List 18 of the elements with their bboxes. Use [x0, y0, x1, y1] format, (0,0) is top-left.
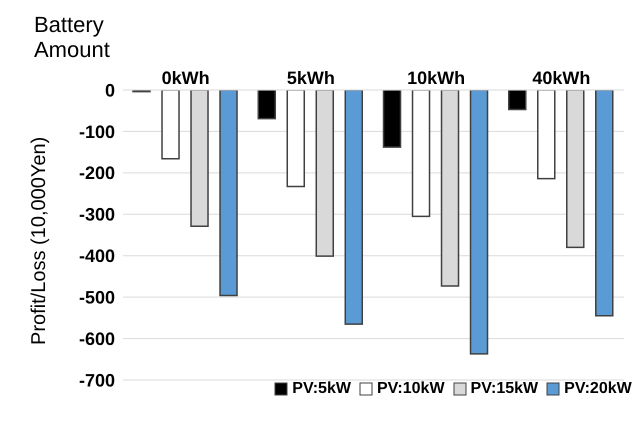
x-tick-label: 0kWh: [162, 68, 210, 88]
x-tick-label: 10kWh: [407, 68, 466, 88]
legend-label: PV:15kW: [470, 380, 538, 398]
legend-label: PV:10kW: [376, 380, 445, 398]
y-axis-title: Profit/Loss (10,000Yen): [28, 136, 50, 345]
legend-label: PV:5kW: [292, 380, 351, 398]
legend-label: PV:20kW: [564, 380, 632, 398]
y-tick-label: -500: [78, 288, 115, 308]
x-axis-title: Battery Amount: [34, 12, 111, 62]
y-tick-label: -600: [78, 328, 115, 349]
y-tick-label: -700: [78, 370, 115, 390]
y-tick-label: -200: [78, 163, 115, 184]
y-tick-label: -100: [78, 122, 115, 142]
x-tick-label: 5kWh: [286, 68, 335, 88]
y-tick-label: -400: [78, 246, 115, 266]
x-tick-label: 40kWh: [532, 68, 590, 88]
y-tick-label: 0: [104, 80, 115, 100]
y-tick-label: -300: [78, 204, 115, 225]
